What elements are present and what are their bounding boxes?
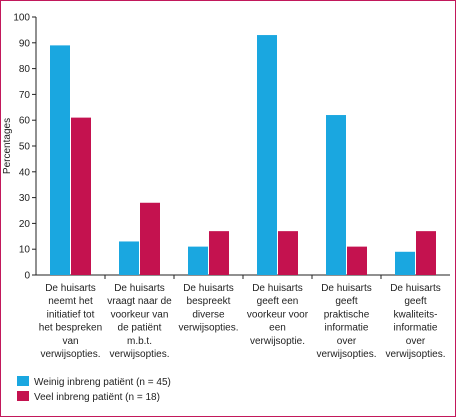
category-label-line: De huisarts bbox=[45, 283, 96, 294]
category-label-line: De huisarts bbox=[321, 283, 372, 294]
bar-veel-3 bbox=[209, 231, 229, 275]
legend-swatch-1 bbox=[17, 376, 29, 386]
legend-label-2: Veel inbreng patiënt (n = 18) bbox=[34, 392, 160, 403]
category-label-line: m.b.t. bbox=[127, 336, 152, 347]
category-label-line: over bbox=[406, 336, 426, 347]
category-label-line: het bespreken bbox=[39, 323, 102, 334]
category-label-line: De huisarts bbox=[183, 283, 234, 294]
legend-label-1: Weinig inbreng patiënt (n = 45) bbox=[34, 377, 171, 388]
category-label-line: initiatief tot bbox=[47, 309, 95, 320]
y-tick-label: 0 bbox=[24, 271, 30, 282]
category-label-line: informatie bbox=[325, 323, 369, 334]
bar-veel-6 bbox=[416, 231, 436, 275]
bar-veel-1 bbox=[71, 117, 91, 276]
bar-veel-5 bbox=[347, 246, 367, 275]
chart-axes: 0 10 20 30 40 50 60 70 80 90 100 Percentages bbox=[2, 13, 450, 282]
bar-weinig-5 bbox=[326, 115, 346, 275]
bar-weinig-1 bbox=[50, 45, 70, 275]
y-tick-label: 10 bbox=[19, 245, 31, 256]
category-label-line: neemt het bbox=[48, 296, 93, 307]
category-label-line: De huisarts bbox=[114, 283, 165, 294]
category-label-2: De huisarts vraagt naar de voorkeur van de … bbox=[107, 283, 172, 360]
category-label-line: de patiënt bbox=[118, 323, 162, 334]
y-tick-label: 60 bbox=[19, 116, 31, 127]
category-label-line: praktische bbox=[324, 309, 370, 320]
category-label-line: verwijsopties. bbox=[178, 323, 238, 334]
y-tick-label: 20 bbox=[19, 219, 31, 230]
category-label-line: informatie bbox=[394, 323, 438, 334]
category-label-line: geeft een bbox=[257, 296, 299, 307]
category-label-6: De huisarts geeft kwaliteits-informatie ove… bbox=[385, 283, 445, 360]
y-tick-label: 50 bbox=[19, 142, 31, 153]
category-label-line: geeft bbox=[404, 296, 426, 307]
chart-legend: Weinig inbreng patiënt (n = 45) Veel inbr… bbox=[17, 376, 171, 403]
category-label-line: vraagt naar de bbox=[107, 296, 172, 307]
category-label-line: voorkeur voor bbox=[247, 309, 309, 320]
category-label-line: verwijsopties. bbox=[385, 349, 445, 360]
category-labels: De huisarts neemt het initiatief tot het be… bbox=[39, 283, 446, 360]
category-label-line: verwijsopties. bbox=[316, 349, 376, 360]
category-label-3: De huisarts bespreekt diverse verwijsopties… bbox=[178, 283, 238, 334]
category-label-line: geeft bbox=[335, 296, 357, 307]
y-tick-label: 90 bbox=[19, 38, 31, 49]
category-label-5: De huisarts geeft praktische informatie over… bbox=[316, 283, 376, 360]
category-label-1: De huisarts neemt het initiatief tot het be… bbox=[39, 283, 102, 360]
bar-veel-2 bbox=[140, 202, 160, 275]
bar-weinig-4 bbox=[257, 35, 277, 276]
bar-weinig-2 bbox=[119, 241, 139, 275]
bar-weinig-6 bbox=[395, 251, 415, 275]
category-label-4: De huisarts geeft een voorkeur voor een verw… bbox=[247, 283, 309, 347]
category-label-line: De huisarts bbox=[252, 283, 303, 294]
y-tick-label: 70 bbox=[19, 90, 31, 101]
category-label-line: een bbox=[269, 323, 286, 334]
category-label-line: De huisarts bbox=[390, 283, 441, 294]
category-label-line: voorkeur van bbox=[111, 309, 169, 320]
category-label-line: verwijsoptie. bbox=[250, 336, 305, 347]
bar-weinig-3 bbox=[188, 246, 208, 275]
y-tick-label: 100 bbox=[13, 13, 30, 24]
category-label-line: diverse bbox=[192, 309, 225, 320]
category-label-line: bespreekt bbox=[187, 296, 231, 307]
y-tick-label: 80 bbox=[19, 64, 31, 75]
y-tick-label: 30 bbox=[19, 193, 31, 204]
bar-veel-4 bbox=[278, 231, 298, 275]
y-axis-title: Percentages bbox=[2, 118, 13, 174]
category-label-line: verwijsopties. bbox=[109, 349, 169, 360]
chart-bars bbox=[50, 35, 436, 276]
y-tick-label: 40 bbox=[19, 167, 31, 178]
category-label-line: verwijsopties. bbox=[40, 349, 100, 360]
category-label-line: over bbox=[337, 336, 357, 347]
legend-swatch-2 bbox=[17, 391, 29, 401]
category-label-line: van bbox=[62, 336, 78, 347]
category-label-line: kwaliteits- bbox=[394, 309, 438, 320]
